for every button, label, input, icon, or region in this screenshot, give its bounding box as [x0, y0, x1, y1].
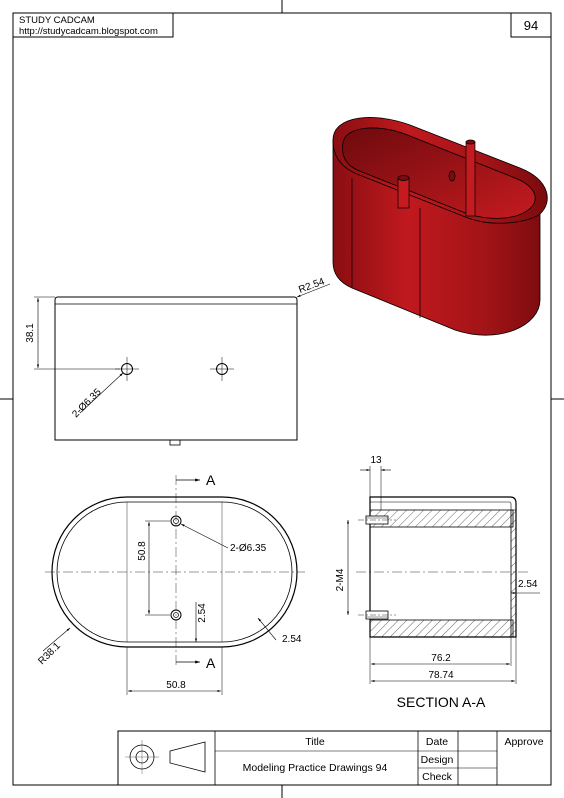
date-label: Date	[426, 736, 448, 748]
design-label: Design	[421, 754, 454, 766]
dim-bottom-label: 2.54	[518, 579, 538, 590]
section-view: 13 2-M4 2.54 76.2 78.74 SECTION A-A	[335, 455, 540, 710]
section-marker-top: A	[206, 472, 216, 488]
approve-label: Approve	[504, 736, 543, 748]
dim-thread-label: 2-M4	[335, 568, 346, 591]
dim-wall-label: 2.54	[282, 634, 302, 645]
dim-offset-label: 2.54	[197, 603, 208, 623]
dim-boss-label: 13	[370, 455, 382, 466]
site-url: http://studycadcam.blogspot.com	[19, 26, 158, 37]
dim-radius-top-label: R38.1	[36, 640, 63, 667]
dim-hole-spacing-label: 50.8	[137, 541, 148, 561]
brand-label: STUDY CADCAM	[19, 15, 95, 26]
isometric-model	[332, 117, 548, 336]
dim-radius-label: R2.54	[297, 276, 326, 296]
projection-symbol-icon	[125, 740, 206, 774]
title-label: Title	[305, 736, 325, 748]
top-view: A A 50.8 2-Ø6.35 2.54 2.54 R38.1 50.8	[36, 472, 305, 695]
dim-height-label: 38.1	[25, 323, 36, 343]
check-label: Check	[422, 771, 453, 783]
front-view: 38.1 R2.54 2-Ø6.35	[25, 276, 331, 446]
dim-holes-label: 2-Ø6.35	[70, 386, 104, 420]
dim-width-label: 50.8	[166, 680, 186, 691]
section-marker-bottom: A	[206, 655, 216, 671]
dim-outer-label: 78.74	[428, 670, 453, 681]
dim-inner-label: 76.2	[431, 653, 451, 664]
section-title: SECTION A-A	[397, 694, 486, 710]
sheet-number: 94	[524, 18, 538, 33]
title-block: Title Modeling Practice Drawings 94 Date…	[117, 730, 552, 786]
header-block: STUDY CADCAM http://studycadcam.blogspot…	[12, 12, 552, 38]
dim-holes-label-top: 2-Ø6.35	[230, 543, 267, 554]
title-value: Modeling Practice Drawings 94	[243, 762, 388, 774]
